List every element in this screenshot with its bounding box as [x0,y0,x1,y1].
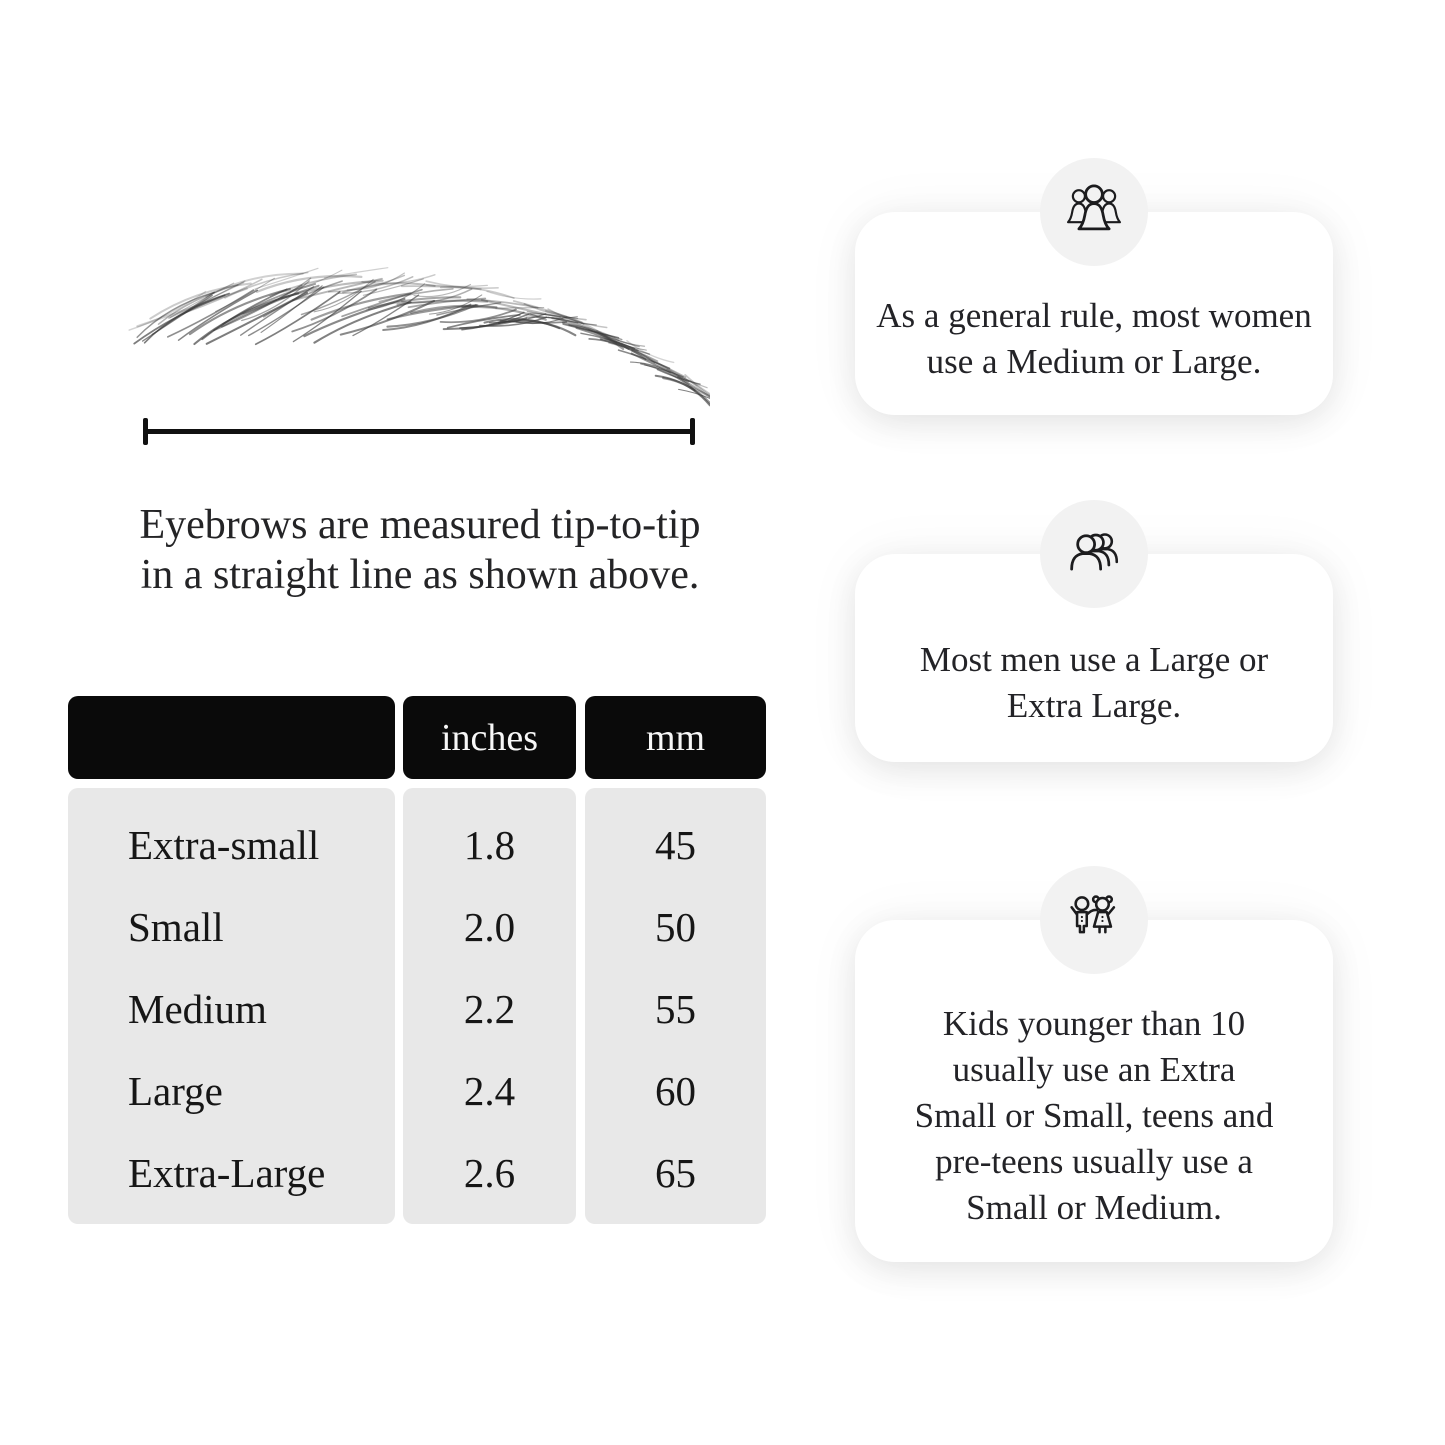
table-header-size [68,696,395,779]
table-cell-size: Extra-Large [128,1150,326,1196]
table-cell-size: Small [128,904,224,950]
men-group-icon [1070,533,1119,571]
info-card-men: Most men use a Large or Extra Large. [855,500,1333,762]
table-cell-inches: 2.0 [463,904,516,950]
icon-badge [1040,158,1148,266]
measurement-tick-left [143,418,148,445]
measurement-caption: Eyebrows are measured tip-to-tip in a st… [139,502,701,598]
measurement-tick-right [690,418,695,445]
table-cell-mm: 65 [655,1150,696,1196]
women-group-icon [1066,184,1122,231]
table-body-inches: 1.8 2.0 2.2 2.4 2.6 [403,788,576,1224]
table-cell-size: Extra-small [128,822,320,868]
table-cell-inches: 1.8 [463,822,516,868]
table-cell-inches: 2.6 [463,1150,516,1196]
info-card-women: As a general rule, most women use a Medi… [855,158,1333,415]
table-cell-inches: 2.4 [463,1068,516,1114]
table-column-size: Extra-small Small Medium Large Extra-Lar… [68,696,395,1224]
table-cell-mm: 50 [655,904,696,950]
card-text-women: As a general rule, most women use a Medi… [876,295,1312,381]
table-cell-size: Large [128,1068,223,1114]
icon-badge [1040,500,1148,608]
card-text-kids: Kids younger than 10 usually use an Extr… [914,1004,1274,1227]
size-table: Extra-small Small Medium Large Extra-Lar… [68,696,766,1224]
card-text-men: Most men use a Large or Extra Large. [919,640,1269,725]
table-cell-size: Medium [128,986,267,1032]
icon-badge [1040,866,1148,974]
table-cell-inches: 2.2 [463,986,516,1032]
table-header-inches: inches [403,696,576,779]
eyebrow-illustration [128,267,710,407]
table-header-mm: mm [585,696,766,779]
table-body-mm: 45 50 55 60 65 [585,788,766,1224]
table-column-mm: mm 45 50 55 60 65 [585,696,766,1224]
info-card-kids: Kids younger than 10 usually use an Extr… [855,866,1333,1262]
kids-icon [1070,895,1116,934]
table-cell-mm: 60 [655,1068,696,1114]
table-column-inches: inches 1.8 2.0 2.2 2.4 2.6 [403,696,576,1224]
table-cell-mm: 55 [655,986,696,1032]
table-body-size: Extra-small Small Medium Large Extra-Lar… [68,788,395,1224]
table-cell-mm: 45 [655,822,696,868]
measurement-line [143,418,695,445]
